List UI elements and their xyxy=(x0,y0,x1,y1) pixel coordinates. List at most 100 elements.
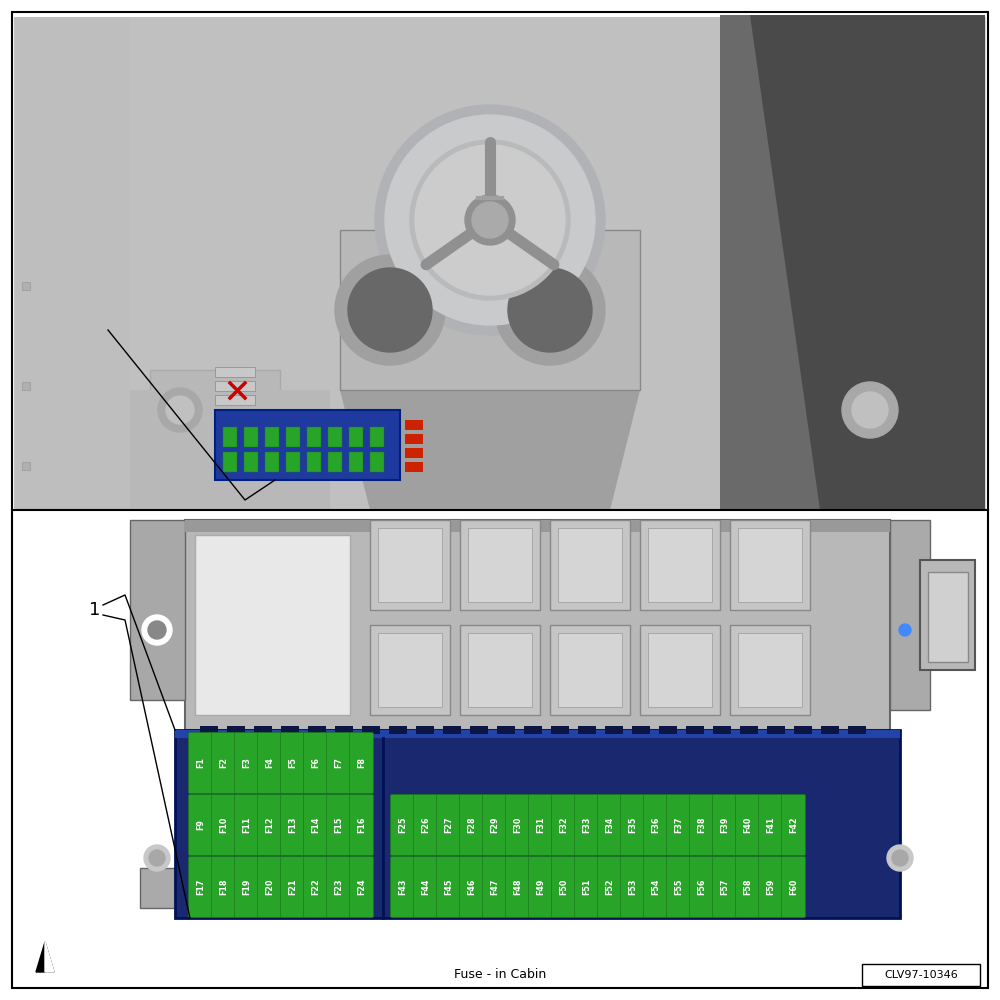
FancyBboxPatch shape xyxy=(390,794,415,856)
Text: F11: F11 xyxy=(242,817,251,833)
Text: F54: F54 xyxy=(651,879,660,895)
Text: F60: F60 xyxy=(789,879,798,895)
FancyBboxPatch shape xyxy=(574,856,598,918)
FancyBboxPatch shape xyxy=(350,856,374,918)
Text: F2: F2 xyxy=(219,758,228,768)
FancyBboxPatch shape xyxy=(552,794,576,856)
Bar xyxy=(200,726,218,734)
Bar xyxy=(308,726,326,734)
Text: F4: F4 xyxy=(265,758,274,768)
Bar xyxy=(265,427,279,447)
FancyBboxPatch shape xyxy=(326,856,351,918)
Text: F28: F28 xyxy=(467,817,476,833)
Bar xyxy=(185,520,890,730)
Text: F50: F50 xyxy=(559,879,568,895)
FancyBboxPatch shape xyxy=(304,794,328,856)
FancyBboxPatch shape xyxy=(574,794,598,856)
FancyBboxPatch shape xyxy=(414,794,438,856)
FancyBboxPatch shape xyxy=(528,856,552,918)
Circle shape xyxy=(375,105,605,335)
Text: F39: F39 xyxy=(720,817,729,833)
FancyBboxPatch shape xyxy=(326,794,351,856)
Bar xyxy=(605,726,623,734)
FancyBboxPatch shape xyxy=(620,794,644,856)
Text: F13: F13 xyxy=(288,817,297,833)
Bar xyxy=(550,520,630,610)
Bar xyxy=(370,520,450,610)
Bar xyxy=(468,633,532,707)
Bar xyxy=(730,625,810,715)
FancyBboxPatch shape xyxy=(326,732,351,794)
FancyBboxPatch shape xyxy=(280,794,304,856)
Bar xyxy=(640,520,720,610)
FancyBboxPatch shape xyxy=(212,856,236,918)
Bar xyxy=(370,452,384,472)
Bar xyxy=(328,452,342,472)
Bar xyxy=(738,528,802,602)
Text: F6: F6 xyxy=(311,758,320,768)
Bar xyxy=(389,726,407,734)
FancyBboxPatch shape xyxy=(644,794,668,856)
Text: F15: F15 xyxy=(334,817,343,833)
FancyBboxPatch shape xyxy=(482,794,507,856)
FancyBboxPatch shape xyxy=(304,732,328,794)
FancyBboxPatch shape xyxy=(782,856,806,918)
Circle shape xyxy=(465,195,515,245)
Text: F55: F55 xyxy=(674,879,683,895)
Text: F22: F22 xyxy=(311,879,320,895)
Bar xyxy=(349,452,363,472)
Text: F52: F52 xyxy=(605,879,614,895)
Bar xyxy=(648,633,712,707)
Bar xyxy=(405,448,423,458)
FancyBboxPatch shape xyxy=(436,856,460,918)
Text: F23: F23 xyxy=(334,879,343,895)
Text: F35: F35 xyxy=(628,817,637,833)
Text: F58: F58 xyxy=(743,879,752,895)
FancyBboxPatch shape xyxy=(234,856,258,918)
Bar xyxy=(578,726,596,734)
Bar xyxy=(254,726,272,734)
Bar xyxy=(175,730,900,738)
Text: F29: F29 xyxy=(490,817,499,833)
FancyBboxPatch shape xyxy=(188,856,212,918)
Bar xyxy=(416,726,434,734)
Bar xyxy=(281,726,299,734)
FancyBboxPatch shape xyxy=(482,856,507,918)
Bar xyxy=(307,427,321,447)
Bar xyxy=(286,427,300,447)
Circle shape xyxy=(472,202,508,238)
Circle shape xyxy=(887,845,913,871)
Text: F59: F59 xyxy=(766,879,775,895)
Circle shape xyxy=(508,268,592,352)
Bar xyxy=(821,726,839,734)
Bar xyxy=(223,427,237,447)
FancyBboxPatch shape xyxy=(350,732,374,794)
Bar xyxy=(14,514,986,948)
Text: F17: F17 xyxy=(196,879,205,895)
FancyBboxPatch shape xyxy=(390,856,415,918)
FancyBboxPatch shape xyxy=(782,794,806,856)
Bar xyxy=(349,427,363,447)
Text: F30: F30 xyxy=(513,817,522,833)
Circle shape xyxy=(144,845,170,871)
Text: F46: F46 xyxy=(467,879,476,895)
FancyBboxPatch shape xyxy=(234,794,258,856)
Bar xyxy=(730,520,810,610)
Text: F3: F3 xyxy=(242,758,251,768)
Bar xyxy=(370,427,384,447)
Bar xyxy=(558,633,622,707)
Text: F47: F47 xyxy=(490,879,499,895)
Text: F20: F20 xyxy=(265,879,274,895)
FancyBboxPatch shape xyxy=(598,856,622,918)
Bar xyxy=(920,560,975,670)
Circle shape xyxy=(495,255,605,365)
Text: F9: F9 xyxy=(196,820,205,830)
Circle shape xyxy=(415,145,565,295)
FancyBboxPatch shape xyxy=(506,856,530,918)
Bar xyxy=(686,726,704,734)
Bar xyxy=(244,427,258,447)
Bar xyxy=(659,726,677,734)
Bar xyxy=(215,395,255,405)
Bar xyxy=(862,964,980,986)
Bar xyxy=(328,427,342,447)
